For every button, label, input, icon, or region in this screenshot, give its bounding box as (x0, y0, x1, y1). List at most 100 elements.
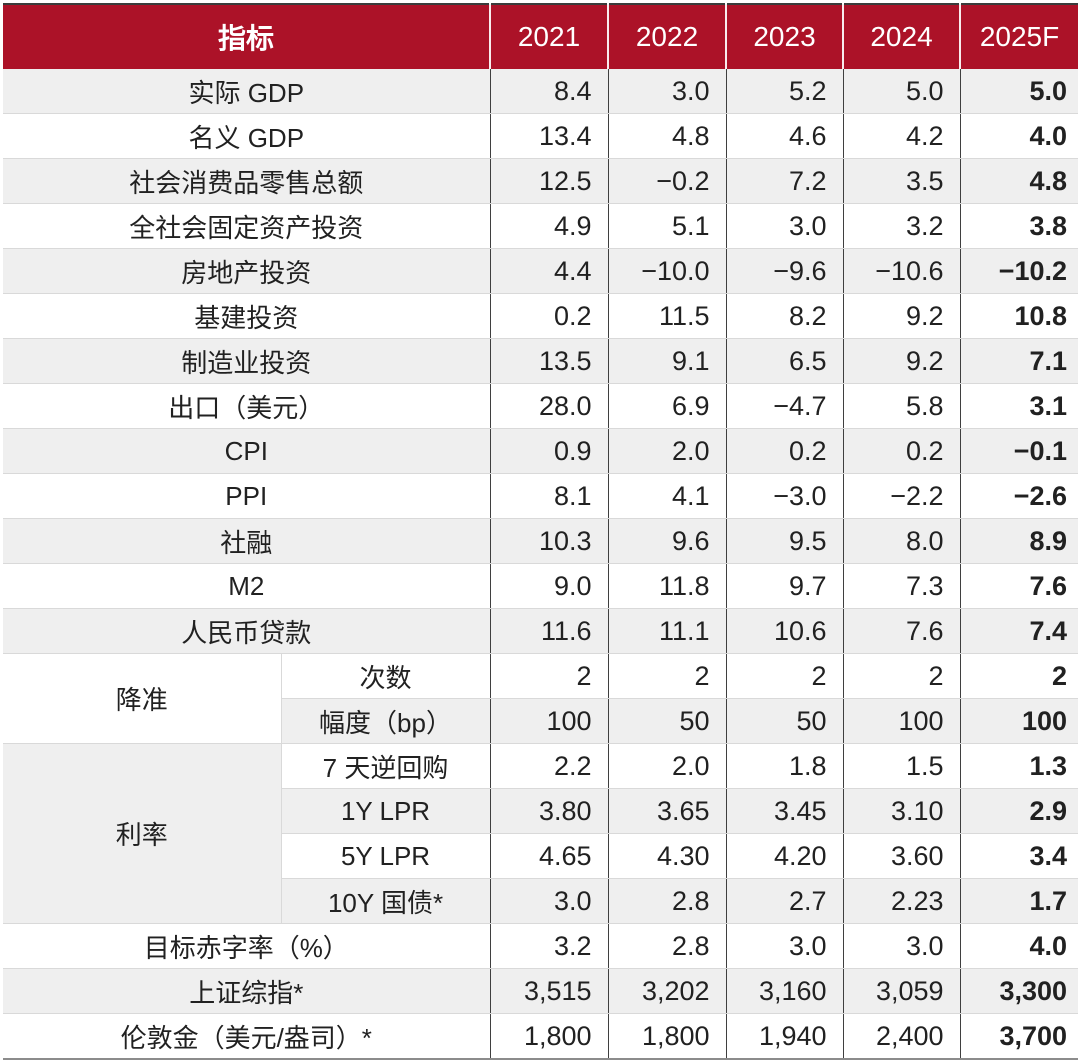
row-rrr-cuts-count: 降准 次数 2 2 2 2 2 (3, 653, 1079, 744)
row-rrr-cuts-magnitude: 幅度（bp） 100 50 50 100 100 (3, 698, 1079, 744)
row-7d-reverse-repo: 利率 7 天逆回购 2.2 2.0 1.8 1.5 1.3 (3, 743, 1079, 924)
value-cell: 5.2 (725, 69, 844, 114)
value-cell: 3,160 (725, 968, 844, 1014)
value-cell: 11.5 (607, 293, 727, 339)
value-cell: 8.2 (725, 293, 844, 339)
row-tsf: 社融 10.3 9.6 9.5 8.0 8.9 (3, 518, 1079, 564)
value-cell: 3.0 (607, 69, 727, 114)
value-cell: 9.5 (725, 518, 844, 564)
header-year-2024: 2024 (842, 4, 961, 69)
value-cell: 8.4 (489, 69, 609, 114)
row-exports-usd: 出口（美元） 28.0 6.9 −4.7 5.8 3.1 (3, 383, 1079, 429)
row-london-gold: 伦敦金（美元/盎司）* 1,800 1,800 1,940 2,400 3,70… (3, 1013, 1079, 1060)
value-cell: 0.2 (725, 428, 844, 474)
indicator-cell: CPI (3, 428, 491, 474)
sub-indicator-cell: 10Y 国债* (280, 878, 491, 924)
value-cell: 50 (607, 698, 727, 744)
indicator-cell: 基建投资 (3, 293, 491, 339)
value-cell: 3.2 (489, 923, 609, 969)
indicator-cell: M2 (3, 563, 491, 609)
value-cell: 2 (607, 653, 727, 699)
value-cell: 0.9 (489, 428, 609, 474)
value-cell: 7.6 (842, 608, 961, 654)
header-year-2023: 2023 (725, 4, 844, 69)
forecast-cell: 3.1 (959, 383, 1079, 429)
value-cell: 3.60 (842, 833, 961, 879)
header-row: 指标 2021 2022 2023 2024 2025F (3, 4, 1079, 69)
row-fixed-asset-investment: 全社会固定资产投资 4.9 5.1 3.0 3.2 3.8 (3, 203, 1079, 249)
value-cell: 3,059 (842, 968, 961, 1014)
value-cell: 8.0 (842, 518, 961, 564)
row-5y-lpr: 5Y LPR 4.65 4.30 4.20 3.60 3.4 (3, 833, 1079, 879)
value-cell: 9.6 (607, 518, 727, 564)
indicator-cell: 社融 (3, 518, 491, 564)
forecast-cell: 4.0 (959, 113, 1079, 159)
value-cell: 4.9 (489, 203, 609, 249)
forecast-cell: 10.8 (959, 293, 1079, 339)
macro-forecast-table: 指标 2021 2022 2023 2024 2025F 实际 GDP 8.4 … (3, 3, 1079, 1060)
value-cell: 9.0 (489, 563, 609, 609)
forecast-cell: −2.6 (959, 473, 1079, 519)
value-cell: 1,800 (489, 1013, 609, 1060)
value-cell: 6.5 (725, 338, 844, 384)
value-cell: 3.10 (842, 788, 961, 834)
row-target-deficit-ratio: 目标赤字率（%） 3.2 2.8 3.0 3.0 4.0 (3, 923, 1079, 969)
value-cell: 6.9 (607, 383, 727, 429)
forecast-cell: 3,300 (959, 968, 1079, 1014)
value-cell: −10.6 (842, 248, 961, 294)
value-cell: 3.0 (725, 203, 844, 249)
value-cell: 0.2 (842, 428, 961, 474)
value-cell: 2.0 (607, 428, 727, 474)
value-cell: 9.2 (842, 293, 961, 339)
value-cell: 100 (842, 698, 961, 744)
forecast-cell: 100 (959, 698, 1079, 744)
indicator-cell: 制造业投资 (3, 338, 491, 384)
value-cell: −3.0 (725, 473, 844, 519)
forecast-cell: 7.4 (959, 608, 1079, 654)
value-cell: 2.7 (725, 878, 844, 924)
forecast-cell: 4.8 (959, 158, 1079, 204)
value-cell: 10.6 (725, 608, 844, 654)
value-cell: 9.2 (842, 338, 961, 384)
value-cell: 3.80 (489, 788, 609, 834)
value-cell: 1,940 (725, 1013, 844, 1060)
value-cell: 9.7 (725, 563, 844, 609)
value-cell: 3.45 (725, 788, 844, 834)
row-1y-lpr: 1Y LPR 3.80 3.65 3.45 3.10 2.9 (3, 788, 1079, 834)
value-cell: 7.3 (842, 563, 961, 609)
row-rmb-loans: 人民币贷款 11.6 11.1 10.6 7.6 7.4 (3, 608, 1079, 654)
value-cell: 4.8 (607, 113, 727, 159)
row-manufacturing-investment: 制造业投资 13.5 9.1 6.5 9.2 7.1 (3, 338, 1079, 384)
value-cell: 4.20 (725, 833, 844, 879)
forecast-cell: 4.0 (959, 923, 1079, 969)
group-label-rrr: 降准 (3, 653, 281, 744)
value-cell: 4.4 (489, 248, 609, 294)
value-cell: 5.0 (842, 69, 961, 114)
indicator-cell: 全社会固定资产投资 (3, 203, 491, 249)
value-cell: 4.1 (607, 473, 727, 519)
sub-indicator-cell: 幅度（bp） (280, 698, 491, 744)
group-label-rates: 利率 (3, 743, 281, 924)
value-cell: 2.0 (607, 743, 727, 789)
value-cell: 3.0 (842, 923, 961, 969)
indicator-cell: 伦敦金（美元/盎司）* (3, 1013, 491, 1060)
forecast-cell: 2 (959, 653, 1079, 699)
value-cell: 5.8 (842, 383, 961, 429)
value-cell: 3.2 (842, 203, 961, 249)
value-cell: 4.30 (607, 833, 727, 879)
value-cell: 100 (489, 698, 609, 744)
value-cell: 13.4 (489, 113, 609, 159)
value-cell: 8.1 (489, 473, 609, 519)
value-cell: 3.5 (842, 158, 961, 204)
value-cell: 3,515 (489, 968, 609, 1014)
forecast-cell: 1.7 (959, 878, 1079, 924)
forecast-cell: 3,700 (959, 1013, 1079, 1060)
forecast-cell: −10.2 (959, 248, 1079, 294)
row-retail-sales: 社会消费品零售总额 12.5 −0.2 7.2 3.5 4.8 (3, 158, 1079, 204)
row-m2: M2 9.0 11.8 9.7 7.3 7.6 (3, 563, 1079, 609)
header-indicator: 指标 (3, 4, 491, 69)
header-year-2022: 2022 (607, 4, 727, 69)
value-cell: 2 (842, 653, 961, 699)
value-cell: 3,202 (607, 968, 727, 1014)
